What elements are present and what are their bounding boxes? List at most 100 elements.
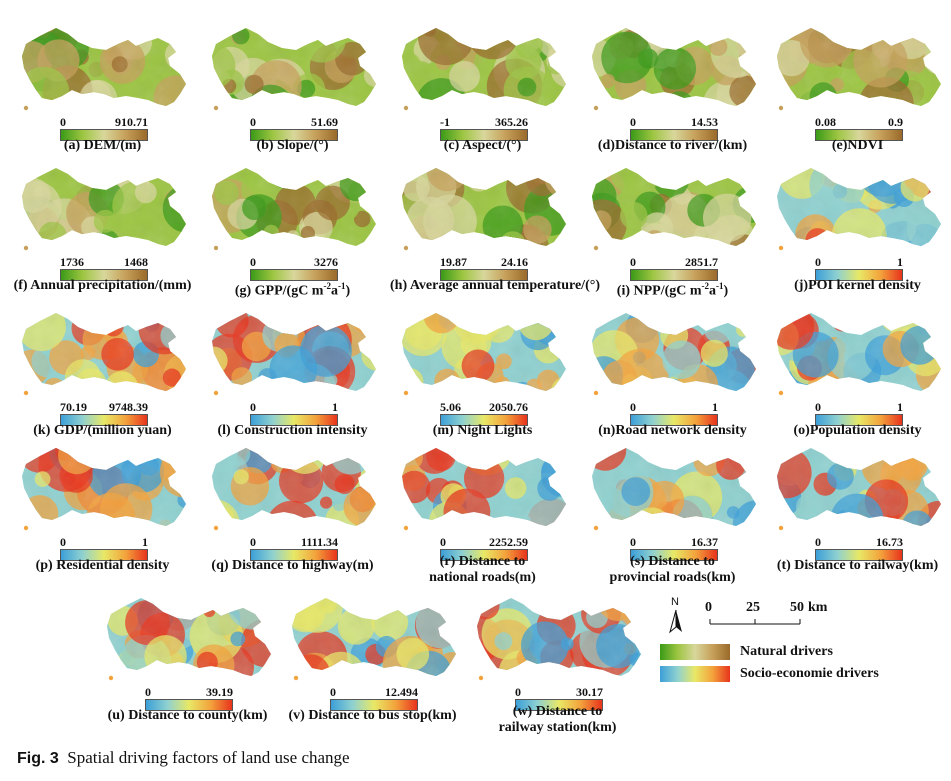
caption-w: (w) Distance to railway station(km) xyxy=(465,704,650,736)
caption-u: (u) Distance to county(km) xyxy=(107,708,268,723)
caption-n: (n)Road network density xyxy=(598,423,747,438)
scale-bar: N 0 25 50 km xyxy=(660,596,910,638)
legend-max-h: 24.16 xyxy=(501,255,528,269)
legend-bar-q xyxy=(250,549,338,561)
legend-t: 0 16.73 xyxy=(815,536,903,561)
legend-min-t: 0 xyxy=(815,535,821,549)
caption-k: (k) GDP/(million yuan) xyxy=(33,423,172,438)
caption-s-line2: provincial roads(km) xyxy=(609,570,736,585)
map-i xyxy=(592,168,756,251)
caption-m: (m) Night Lights xyxy=(432,423,533,438)
island-s xyxy=(593,525,599,531)
island-v xyxy=(293,675,299,681)
legend-d: 0 14.53 xyxy=(630,116,718,141)
legend-a: 0 910.71 xyxy=(60,116,148,141)
map-w xyxy=(477,598,641,681)
caption-i-sup: -2 xyxy=(701,281,710,291)
figure-caption: Fig. 3 Spatial driving factors of land u… xyxy=(17,748,350,768)
legend-max-f: 1468 xyxy=(124,255,148,269)
caption-g-sup: -2 xyxy=(323,281,331,291)
legend-max-t: 16.73 xyxy=(876,535,903,549)
map-t xyxy=(777,448,941,531)
north-label: N xyxy=(671,596,679,608)
legend-u: 0 39.19 xyxy=(145,686,233,711)
island-a xyxy=(23,105,29,111)
legend-min-k: 70.19 xyxy=(60,400,87,414)
legend-min-j: 0 xyxy=(815,255,821,269)
legend-min-w: 0 xyxy=(515,685,521,699)
map-k xyxy=(22,313,186,396)
legend-bar-s xyxy=(630,549,718,561)
legend-i: 0 2851.7 xyxy=(630,256,718,281)
legend-e: 0.08 0.9 xyxy=(815,116,903,141)
map-panel-t: 0 16.73 (t) Distance to railway(km) xyxy=(765,440,950,585)
caption-w-line1: (w) Distance to xyxy=(512,704,603,719)
legend-max-a: 910.71 xyxy=(115,115,148,129)
map-panel-b: 0 51.69 (b) Slope/(°) xyxy=(200,20,385,165)
map-j xyxy=(777,168,941,251)
caption-g-sup2: -1 xyxy=(337,281,346,291)
caption-f: (f) Annual precipitation/(mm) xyxy=(13,278,192,293)
legend-q: 0 1111.34 xyxy=(250,536,338,561)
map-h xyxy=(402,168,566,251)
figure-caption-text: Spatial driving factors of land use chan… xyxy=(67,748,350,767)
caption-s: (s) Distance to provincial roads(km) xyxy=(580,554,765,586)
legend-natural-swatch xyxy=(660,644,730,660)
legend-bar-h xyxy=(440,269,528,281)
map-panel-h: 19.87 24.16 (h) Average annual temperatu… xyxy=(390,160,600,305)
legend-s: 0 16.37 xyxy=(630,536,718,561)
legend-bar-u xyxy=(145,699,233,711)
legend-min-e: 0.08 xyxy=(815,115,836,129)
map-f xyxy=(22,168,186,251)
caption-e: (e)NDVI xyxy=(831,138,884,153)
legend-min-b: 0 xyxy=(250,115,256,129)
caption-a: (a) DEM/(m) xyxy=(63,138,142,153)
island-i xyxy=(593,245,599,251)
legend-bar-o xyxy=(815,414,903,426)
north-arrow-icon xyxy=(669,609,682,634)
legend-b: 0 51.69 xyxy=(250,116,338,141)
caption-l: (l) Construction intensity xyxy=(217,423,368,438)
legend-max-r: 2252.59 xyxy=(489,535,528,549)
legend-r: 0 2252.59 xyxy=(440,536,528,561)
map-b xyxy=(212,28,376,111)
caption-r: (r) Distance to national roads(m) xyxy=(390,554,575,586)
caption-c: (c) Aspect/(°) xyxy=(443,138,522,153)
map-u xyxy=(107,598,271,681)
caption-i: (i) NPP/(gC m-2a-1) xyxy=(580,278,765,300)
legend-l: 0 1 xyxy=(250,401,338,426)
caption-w-line2: railway station(km) xyxy=(498,720,617,735)
legend-max-g: 3276 xyxy=(314,255,338,269)
map-panel-q: 0 1111.34 (q) Distance to highway(m) xyxy=(200,440,385,585)
legend-bar-v xyxy=(330,699,418,711)
island-c xyxy=(403,105,409,111)
legend-h: 19.87 24.16 xyxy=(440,256,528,281)
legend-socio-swatch xyxy=(660,666,730,682)
map-panel-n: 0 1 (n)Road network density xyxy=(580,305,765,450)
legend-f: 1736 1468 xyxy=(60,256,148,281)
island-m xyxy=(403,390,409,396)
island-l xyxy=(213,390,219,396)
legend-min-i: 0 xyxy=(630,255,636,269)
caption-g-end: ) xyxy=(345,283,351,299)
scale-unit: km xyxy=(808,600,828,615)
island-b xyxy=(213,105,219,111)
island-t xyxy=(778,525,784,531)
island-n xyxy=(593,390,599,396)
map-panel-d: 0 14.53 (d)Distance to river/(km) xyxy=(580,20,765,165)
legend-bar-w xyxy=(515,699,603,711)
legend-max-v: 12.494 xyxy=(385,685,418,699)
island-w xyxy=(478,675,484,681)
map-panel-m: 5.06 2050.76 (m) Night Lights xyxy=(390,305,575,450)
legend-max-s: 16.37 xyxy=(691,535,718,549)
legend-bar-a xyxy=(60,129,148,141)
legend-natural-label: Natural drivers xyxy=(740,644,833,659)
map-panel-c: -1 365.26 (c) Aspect/(°) xyxy=(390,20,575,165)
map-q xyxy=(212,448,376,531)
legend-bar-b xyxy=(250,129,338,141)
legend-bar-j xyxy=(815,269,903,281)
legend-min-r: 0 xyxy=(440,535,446,549)
legend-bar-n xyxy=(630,414,718,426)
legend-bar-m xyxy=(440,414,528,426)
map-panel-p: 0 1 (p) Residential density xyxy=(10,440,195,585)
